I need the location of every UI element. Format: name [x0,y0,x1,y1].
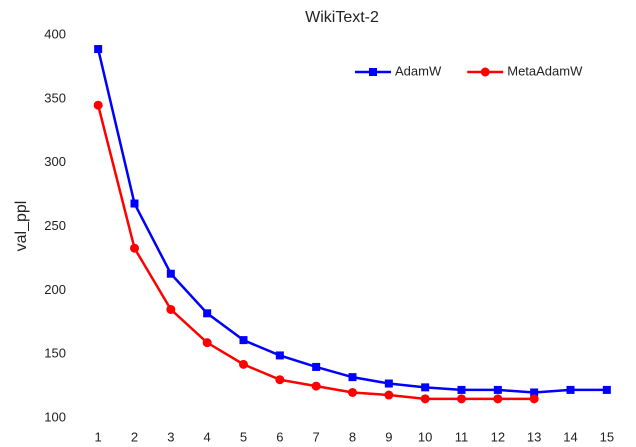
point [384,390,394,400]
x-tick-label: 15 [600,429,614,444]
point [275,351,284,360]
x-tick-label: 10 [418,429,432,444]
point [94,45,103,54]
legend-label: AdamW [395,63,442,78]
y-tick-label: 350 [44,90,66,105]
x-tick-label: 9 [385,429,392,444]
point [384,379,393,388]
y-tick-label: 400 [44,26,66,41]
x-tick-label: 1 [95,429,102,444]
point [93,100,103,110]
y-tick-label: 150 [44,346,66,361]
point [202,338,212,348]
point [166,269,175,278]
x-tick-label: 13 [527,429,541,444]
point [239,336,248,345]
point [602,385,611,394]
x-tick-label: 2 [131,429,138,444]
x-tick-label: 8 [349,429,356,444]
point [420,394,430,404]
y-tick-label: 300 [44,154,66,169]
point [130,243,139,253]
point [166,304,176,314]
legend-marker [480,67,490,77]
series-line [96,104,535,401]
point [529,394,539,404]
point [130,199,139,208]
point [566,385,575,394]
y-axis-label: val_ppl [13,201,30,252]
point [421,383,430,392]
point [493,385,502,394]
point [457,385,466,394]
legend-label: MetaAdamW [507,63,583,78]
x-tick-label: 11 [455,429,469,444]
point [312,362,321,371]
x-tick-label: 5 [240,429,247,444]
point [203,309,212,318]
point [530,388,539,397]
x-tick-label: 12 [491,429,505,444]
x-tick-label: 3 [167,429,174,444]
chart-title: WikiText-2 [305,9,379,26]
point [457,394,466,404]
point [311,381,321,391]
x-tick-label: 4 [204,429,211,444]
x-tick-label: 6 [276,429,283,444]
point [493,394,503,404]
y-tick-label: 250 [44,218,66,233]
x-tick-label: 7 [313,429,320,444]
point [239,359,248,369]
point [275,375,285,385]
series-line [96,48,607,394]
y-tick-label: 100 [44,409,66,424]
y-tick-label: 200 [44,282,66,297]
legend-marker [369,68,377,76]
x-tick-label: 14 [563,429,577,444]
point [348,373,357,382]
point [348,387,357,397]
